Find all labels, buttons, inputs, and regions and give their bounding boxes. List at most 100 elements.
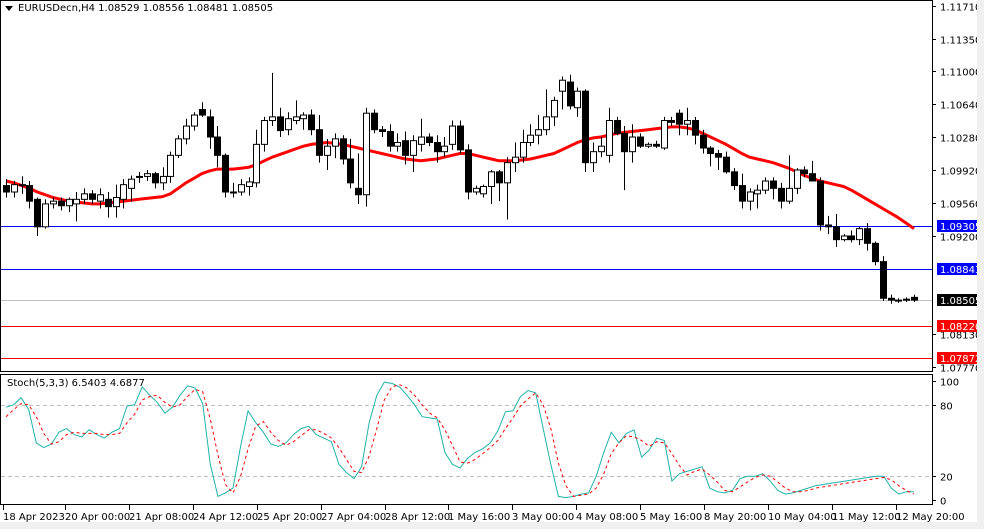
candle <box>527 124 534 147</box>
time-tick-label: 11 May 12:00 <box>832 512 901 523</box>
stoch-level-lines <box>1 405 932 477</box>
candle <box>167 151 174 183</box>
candle <box>637 133 644 149</box>
time-tick-label: 1 May 16:00 <box>448 512 510 523</box>
price-tick-label: 1.11000 <box>940 68 981 79</box>
candle <box>222 153 229 198</box>
candle <box>551 96 558 127</box>
candle <box>113 184 120 218</box>
candle <box>794 168 801 194</box>
candle <box>308 109 315 136</box>
candle <box>504 157 511 220</box>
candle <box>645 142 652 149</box>
time-tick-label: 20 Apr 00:00 <box>65 512 130 523</box>
candle <box>661 116 668 150</box>
candle <box>19 176 26 194</box>
candle <box>152 171 159 189</box>
time-tick-label: 27 Apr 04:00 <box>321 512 386 523</box>
candle <box>285 112 292 136</box>
candle <box>34 197 41 236</box>
price-tag-text: 1.07872 <box>940 354 981 365</box>
candle <box>277 107 284 138</box>
candle <box>261 116 268 152</box>
candle <box>801 166 808 178</box>
candle <box>559 76 566 110</box>
candle <box>207 109 214 149</box>
candle <box>567 74 574 110</box>
candle <box>895 298 902 303</box>
price-tick-label: 1.11710 <box>940 3 981 14</box>
time-tick-label: 25 Apr 20:00 <box>257 512 322 523</box>
candle <box>434 135 441 163</box>
collapse-triangle-icon[interactable] <box>5 5 13 11</box>
candle <box>363 107 370 207</box>
candle <box>3 179 10 198</box>
candle <box>230 182 237 198</box>
candle <box>175 135 182 159</box>
candle <box>496 170 503 202</box>
candle <box>786 155 793 204</box>
candle <box>191 112 198 131</box>
price-tick-label: 1.11350 <box>940 36 981 47</box>
price-tag <box>937 263 977 275</box>
candle <box>371 109 378 134</box>
candle <box>355 153 362 204</box>
candle <box>457 120 464 154</box>
time-tick-label: 21 Apr 08:00 <box>129 512 194 523</box>
candle <box>402 131 409 165</box>
candle <box>606 107 613 163</box>
candle <box>856 226 863 246</box>
price-tag <box>937 352 977 364</box>
symbol-ohlc-text: EURUSDecn,H4 1.08529 1.08556 1.08481 1.0… <box>18 3 274 14</box>
candle <box>394 133 401 152</box>
candle <box>160 167 167 191</box>
candle <box>723 151 730 174</box>
candle <box>332 133 339 159</box>
price-tag-text: 1.08505 <box>940 296 981 307</box>
candle <box>316 115 323 163</box>
stoch-tick-label: 80 <box>940 402 953 413</box>
candle <box>347 138 354 189</box>
candle <box>621 126 628 191</box>
candle <box>614 116 621 136</box>
candle <box>120 179 127 209</box>
candle <box>300 112 307 130</box>
time-tick-label: 10 May 04:00 <box>768 512 837 523</box>
candle <box>418 118 425 152</box>
candle <box>598 137 605 158</box>
candle <box>42 199 49 229</box>
candle <box>739 173 746 209</box>
candle <box>809 160 816 182</box>
candle <box>58 197 65 211</box>
candle <box>214 126 221 168</box>
candle <box>238 179 245 196</box>
candle <box>324 138 331 171</box>
chart-header: EURUSDecn,H4 1.08529 1.08556 1.08481 1.0… <box>5 3 273 14</box>
candle <box>833 213 840 247</box>
time-tick-label: 24 Apr 12:00 <box>193 512 258 523</box>
candle <box>762 177 769 194</box>
candle <box>841 234 848 242</box>
candle <box>888 294 895 304</box>
price-tag-text: 1.09305 <box>940 222 981 233</box>
candle <box>817 177 824 231</box>
candle <box>754 184 761 209</box>
candle <box>629 124 636 163</box>
candle <box>183 118 190 145</box>
candle <box>520 129 527 163</box>
price-tick-label: 1.07770 <box>940 364 981 375</box>
stoch-signal-line <box>5 384 915 497</box>
time-tick-label: 18 Apr 2023 <box>3 512 65 523</box>
candle <box>543 89 550 136</box>
candle <box>293 100 300 125</box>
candle <box>66 197 73 213</box>
price-tick-label: 1.10280 <box>940 134 981 145</box>
candle <box>770 177 777 200</box>
candle <box>246 177 253 196</box>
horizontal-lines <box>1 226 932 359</box>
price-tick-label: 1.09200 <box>940 233 981 244</box>
price-tick-label: 1.08130 <box>940 331 981 342</box>
candle <box>590 142 597 172</box>
